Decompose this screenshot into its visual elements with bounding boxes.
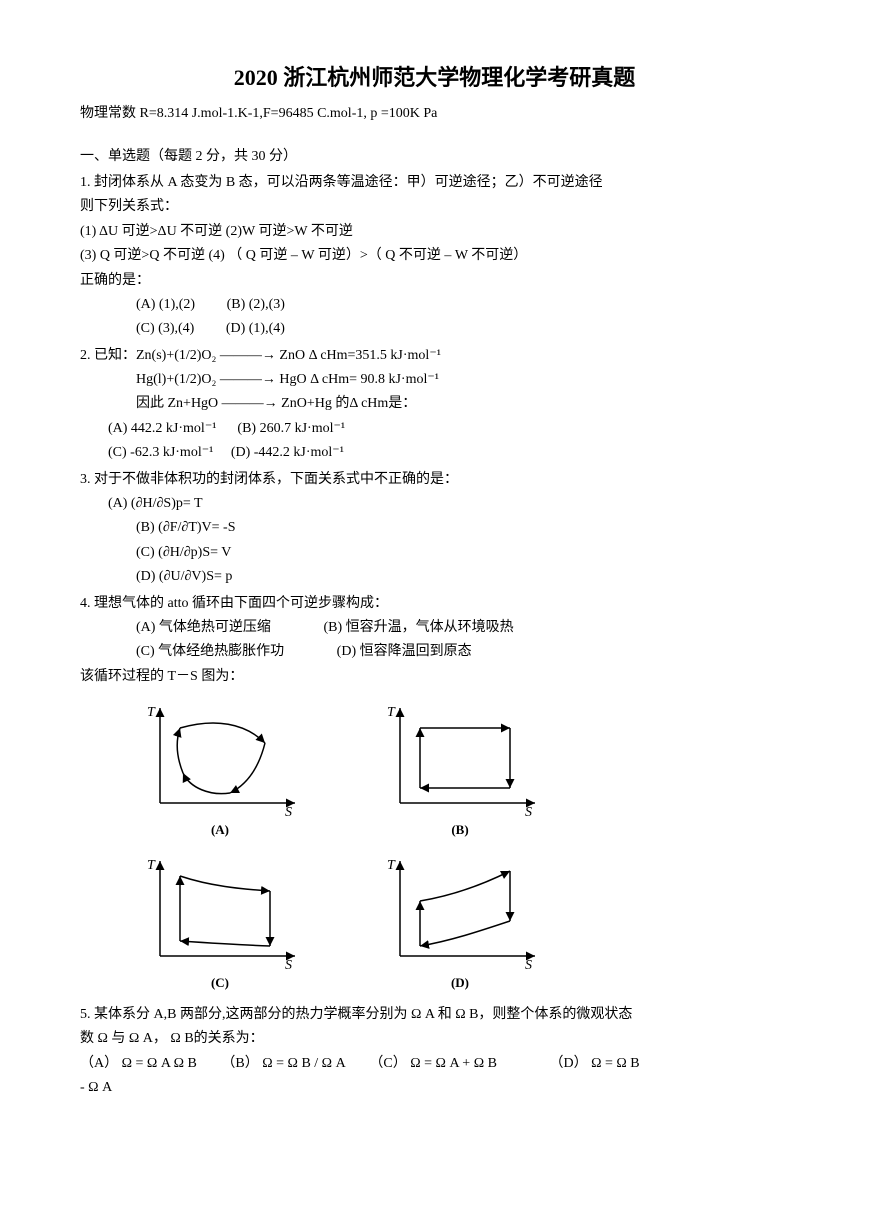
axis-T: T bbox=[147, 705, 156, 720]
q1-opt-b: (B) (2),(3) bbox=[227, 297, 285, 312]
question-2: 2. 已知：Zn(s)+(1/2)O₂ ———→ ZnO Δ cHm=351.5… bbox=[80, 345, 789, 465]
question-3: 3. 对于不做非体积功的封闭体系，下面关系式中不正确的是： (A) (∂H/∂S… bbox=[80, 469, 789, 589]
q5-opt-c: （C） Ω = Ω A + Ω B bbox=[369, 1056, 497, 1071]
q5-options: （A） Ω = Ω A Ω B （B） Ω = Ω B / Ω A （C） Ω … bbox=[80, 1053, 789, 1075]
q4-steps-row1: (A) 气体绝热可逆压缩 (B) 恒容升温，气体从环境吸热 bbox=[80, 617, 789, 639]
q2-opt-a: (A) 442.2 kJ·mol⁻¹ bbox=[108, 421, 216, 436]
constants-line: 物理常数 R=8.314 J.mol-1.K-1,F=96485 C.mol-1… bbox=[80, 103, 789, 125]
question-4: 4. 理想气体的 atto 循环由下面四个可逆步骤构成： (A) 气体绝热可逆压… bbox=[80, 593, 789, 994]
q3-opt-a: (A) (∂H/∂S)p= T bbox=[80, 493, 789, 515]
q4-stem: 4. 理想气体的 atto 循环由下面四个可逆步骤构成： bbox=[80, 593, 789, 615]
svg-text:T: T bbox=[387, 705, 396, 720]
q1-rel2: (3) Q 可逆>Q 不可逆 (4) （ Q 可逆 – W 可逆）>（ Q 不可… bbox=[80, 245, 789, 267]
q4-diagram-c: T S (C) bbox=[120, 851, 320, 994]
q5-opt-d: （D） Ω = Ω B bbox=[549, 1056, 639, 1071]
svg-text:S: S bbox=[525, 805, 532, 818]
q2-options-row2: (C) -62.3 kJ·mol⁻¹ (D) -442.2 kJ·mol⁻¹ bbox=[80, 442, 789, 464]
q4-label-a: (A) bbox=[211, 820, 229, 841]
q5-stem: 5. 某体系分 A,B 两部分,这两部分的热力学概率分别为 Ω A 和 Ω B，… bbox=[80, 1004, 789, 1026]
section-1-header: 一、单选题（每题 2 分，共 30 分） bbox=[80, 146, 789, 168]
q4-step-d: (D) 恒容降温回到原态 bbox=[337, 644, 472, 659]
q4-step-b: (B) 恒容升温，气体从环境吸热 bbox=[323, 620, 513, 635]
q2-options-row1: (A) 442.2 kJ·mol⁻¹ (B) 260.7 kJ·mol⁻¹ bbox=[80, 418, 789, 440]
q1-rel1: (1) ΔU 可逆>ΔU 不可逆 (2)W 可逆>W 不可逆 bbox=[80, 221, 789, 243]
svg-text:T: T bbox=[147, 858, 156, 873]
q5-opt-d-cont: - Ω A bbox=[80, 1077, 789, 1099]
q4-label-c: (C) bbox=[211, 973, 229, 994]
q4-diagram-a: T S (A) bbox=[120, 698, 320, 841]
q5-opt-a: （A） Ω = Ω A Ω B bbox=[80, 1056, 197, 1071]
q2-stem: 2. 已知：Zn(s)+(1/2)O₂ ———→ ZnO Δ cHm=351.5… bbox=[80, 345, 789, 367]
page-title: 2020 浙江杭州师范大学物理化学考研真题 bbox=[80, 60, 789, 95]
axis-S: S bbox=[285, 805, 292, 818]
q3-stem: 3. 对于不做非体积功的封闭体系，下面关系式中不正确的是： bbox=[80, 469, 789, 491]
q5-opt-b: （B） Ω = Ω B / Ω A bbox=[221, 1056, 345, 1071]
q4-label-d: (D) bbox=[451, 973, 469, 994]
q1-opt-d: (D) (1),(4) bbox=[226, 321, 285, 336]
q1-options-row1: (A) (1),(2) (B) (2),(3) bbox=[80, 294, 789, 316]
q4-label-b: (B) bbox=[451, 820, 468, 841]
q5-stem2: 数 Ω 与 Ω A， Ω B的关系为： bbox=[80, 1028, 789, 1050]
q4-steps-row2: (C) 气体经绝热膨胀作功 (D) 恒容降温回到原态 bbox=[80, 641, 789, 663]
svg-text:T: T bbox=[387, 858, 396, 873]
q3-opt-b: (B) (∂F/∂T)V= -S bbox=[80, 517, 789, 539]
q1-stem-a: 1. 封闭体系从 A 态变为 B 态，可以沿两条等温途径：甲）可逆途径；乙）不可… bbox=[80, 172, 789, 194]
q2-line2: Hg(l)+(1/2)O₂ ———→ HgO Δ cHm= 90.8 kJ·mo… bbox=[80, 369, 789, 391]
q1-stem-b: 则下列关系式： bbox=[80, 196, 789, 218]
question-1: 1. 封闭体系从 A 态变为 B 态，可以沿两条等温途径：甲）可逆途径；乙）不可… bbox=[80, 172, 789, 341]
svg-text:S: S bbox=[525, 958, 532, 971]
q1-prompt: 正确的是： bbox=[80, 270, 789, 292]
q1-options-row2: (C) (3),(4) (D) (1),(4) bbox=[80, 318, 789, 340]
q3-opt-c: (C) (∂H/∂p)S= V bbox=[80, 542, 789, 564]
q4-diagram-b: T S (B) bbox=[360, 698, 560, 841]
q2-opt-b: (B) 260.7 kJ·mol⁻¹ bbox=[237, 421, 345, 436]
question-5: 5. 某体系分 A,B 两部分,这两部分的热力学概率分别为 Ω A 和 Ω B，… bbox=[80, 1004, 789, 1100]
q4-diagrams: T S (A) T S bbox=[120, 698, 789, 994]
q4-step-a: (A) 气体绝热可逆压缩 bbox=[136, 620, 271, 635]
q4-diagram-d: T S (D) bbox=[360, 851, 560, 994]
svg-text:S: S bbox=[285, 958, 292, 971]
q2-opt-d: (D) -442.2 kJ·mol⁻¹ bbox=[231, 445, 344, 460]
q1-opt-a: (A) (1),(2) bbox=[136, 297, 195, 312]
q3-opt-d: (D) (∂U/∂V)S= p bbox=[80, 566, 789, 588]
q2-line3: 因此 Zn+HgO ———→ ZnO+Hg 的Δ cHm是： bbox=[80, 393, 789, 415]
q4-step-c: (C) 气体经绝热膨胀作功 bbox=[136, 644, 284, 659]
q4-prompt: 该循环过程的 T－S 图为： bbox=[80, 666, 789, 688]
q1-opt-c: (C) (3),(4) bbox=[136, 321, 194, 336]
q2-opt-c: (C) -62.3 kJ·mol⁻¹ bbox=[108, 445, 213, 460]
